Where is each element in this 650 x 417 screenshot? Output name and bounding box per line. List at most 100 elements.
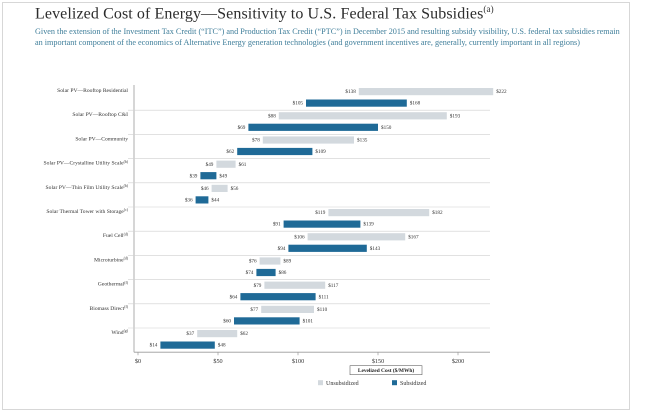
category-name: Microturbine [94, 257, 124, 263]
unsubsidized-high-label: $89 [283, 258, 291, 265]
unsubsidized-low-label: $106 [294, 233, 305, 240]
category-name: Solar PV—Crystalline Utility Scale [44, 161, 125, 167]
unsubsidized-bar [211, 184, 228, 192]
category-note: (d) [124, 232, 129, 236]
chart-frame [2, 2, 630, 410]
category-note: (c) [124, 208, 129, 212]
unsubsidized-low-label: $79 [254, 282, 262, 289]
subsidized-high-label: $44 [211, 197, 219, 204]
unsubsidized-high-label: $182 [432, 209, 443, 216]
subsidized-bar [256, 268, 276, 277]
subsidized-high-label: $111 [319, 293, 329, 300]
subsidized-high-label: $109 [315, 148, 326, 155]
unsubsidized-bar [278, 112, 447, 120]
x-axis-label-box [349, 365, 423, 376]
subsidized-low-label: $105 [293, 100, 304, 107]
category-note: (d) [124, 257, 129, 261]
subsidized-bar [200, 172, 217, 180]
page-subtitle: Given the extension of the Investment Ta… [35, 27, 620, 47]
subsidized-low-label: $36 [185, 197, 193, 204]
subsidized-high-label: $48 [218, 342, 226, 349]
unsubsidized-bar [259, 257, 281, 265]
unsubsidized-high-label: $135 [357, 137, 368, 144]
subsidized-low-label: $62 [226, 148, 234, 155]
category-note: (g) [124, 329, 129, 333]
category-label: Solar PV—Community [75, 136, 128, 142]
legend-swatch-subsidized [392, 380, 397, 386]
subsidized-low-label: $91 [273, 221, 281, 228]
subsidized-low-label: $94 [278, 245, 286, 252]
unsubsidized-low-label: $78 [252, 137, 260, 144]
subsidized-bar [240, 293, 316, 301]
subsidized-bar [288, 244, 367, 252]
subsidized-high-label: $150 [381, 124, 392, 131]
subsidized-bar [248, 123, 378, 131]
unsubsidized-high-label: $222 [496, 88, 507, 95]
category-label: Solar PV—Rooftop Residential [57, 87, 128, 94]
unsubsidized-low-label: $76 [249, 258, 257, 265]
subsidized-low-label: $39 [190, 172, 198, 179]
category-label: Microturbine(d) [94, 257, 129, 264]
category-note: (f) [124, 305, 129, 309]
page-title: Levelized Cost of Energy—Sensitivity to … [35, 4, 494, 23]
unsubsidized-low-label: $37 [186, 330, 194, 337]
title-note: (a) [483, 4, 494, 14]
unsubsidized-low-label: $49 [206, 161, 214, 168]
subsidized-low-label: $69 [238, 124, 246, 131]
unsubsidized-high-label: $56 [231, 185, 239, 192]
unsubsidized-low-label: $88 [268, 112, 276, 119]
category-note: (f) [124, 281, 129, 285]
unsubsidized-high-label: $61 [239, 161, 247, 168]
category-label: Geothermal(f) [98, 281, 129, 288]
category-name: Wind [111, 330, 123, 336]
x-tick-label: $200 [452, 358, 464, 365]
subsidized-bar [195, 196, 209, 204]
unsubsidized-high-label: $110 [317, 306, 328, 313]
unsubsidized-low-label: $46 [201, 185, 209, 192]
category-name: Solar PV—Thin Film Utility Scale [46, 185, 125, 191]
category-note: (b) [124, 160, 129, 164]
unsubsidized-bar [264, 281, 326, 289]
category-label: Solar PV—Crystalline Utility Scale(b) [44, 160, 129, 167]
subsidized-bar [237, 147, 313, 156]
subsidized-bar [160, 341, 215, 349]
category-name: Solar PV—Rooftop C&I [72, 111, 128, 118]
category-label: Solar PV—Thin Film Utility Scale(b) [46, 184, 129, 191]
category-label: Solar PV—Rooftop C&I [72, 111, 128, 118]
unsubsidized-bar [262, 136, 354, 144]
x-tick-label: $100 [292, 358, 304, 365]
subsidized-high-label: $101 [303, 318, 314, 325]
unsubsidized-low-label: $119 [315, 209, 326, 216]
subsidized-high-label: $168 [410, 100, 421, 107]
unsubsidized-low-label: $77 [250, 306, 258, 313]
category-label: Biomass Direct(f) [90, 305, 129, 312]
category-name: Biomass Direct [90, 306, 125, 312]
unsubsidized-bar [197, 330, 238, 338]
x-tick-label: $0 [135, 358, 141, 365]
unsubsidized-high-label: $193 [450, 112, 461, 119]
category-label: Fuel Cell(d) [103, 232, 129, 239]
unsubsidized-bar [307, 233, 406, 241]
subsidized-low-label: $14 [150, 342, 158, 349]
subsidized-bar [283, 220, 361, 228]
unsubsidized-high-label: $167 [408, 233, 419, 240]
x-tick-label: $50 [213, 358, 222, 365]
unsubsidized-bar [358, 88, 494, 96]
subsidized-low-label: $60 [223, 318, 231, 325]
unsubsidized-low-label: $138 [345, 88, 356, 95]
legend-swatch-unsubsidized [318, 380, 323, 386]
category-name: Geothermal [98, 282, 125, 288]
category-name: Solar Thermal Tower with Storage [46, 209, 124, 215]
x-axis-label: Levelized Cost ($/MWh) [358, 367, 414, 374]
unsubsidized-bar [216, 160, 236, 168]
category-name: Solar PV—Rooftop Residential [57, 87, 128, 94]
subsidized-bar [306, 99, 407, 107]
category-label: Solar Thermal Tower with Storage(c) [46, 208, 128, 215]
unsubsidized-high-label: $117 [328, 282, 339, 289]
unsubsidized-bar [261, 305, 314, 313]
subsidized-bar [234, 317, 300, 325]
category-label: Wind(g) [111, 329, 128, 336]
category-note: (b) [124, 184, 129, 188]
category-name: Fuel Cell [103, 233, 124, 239]
